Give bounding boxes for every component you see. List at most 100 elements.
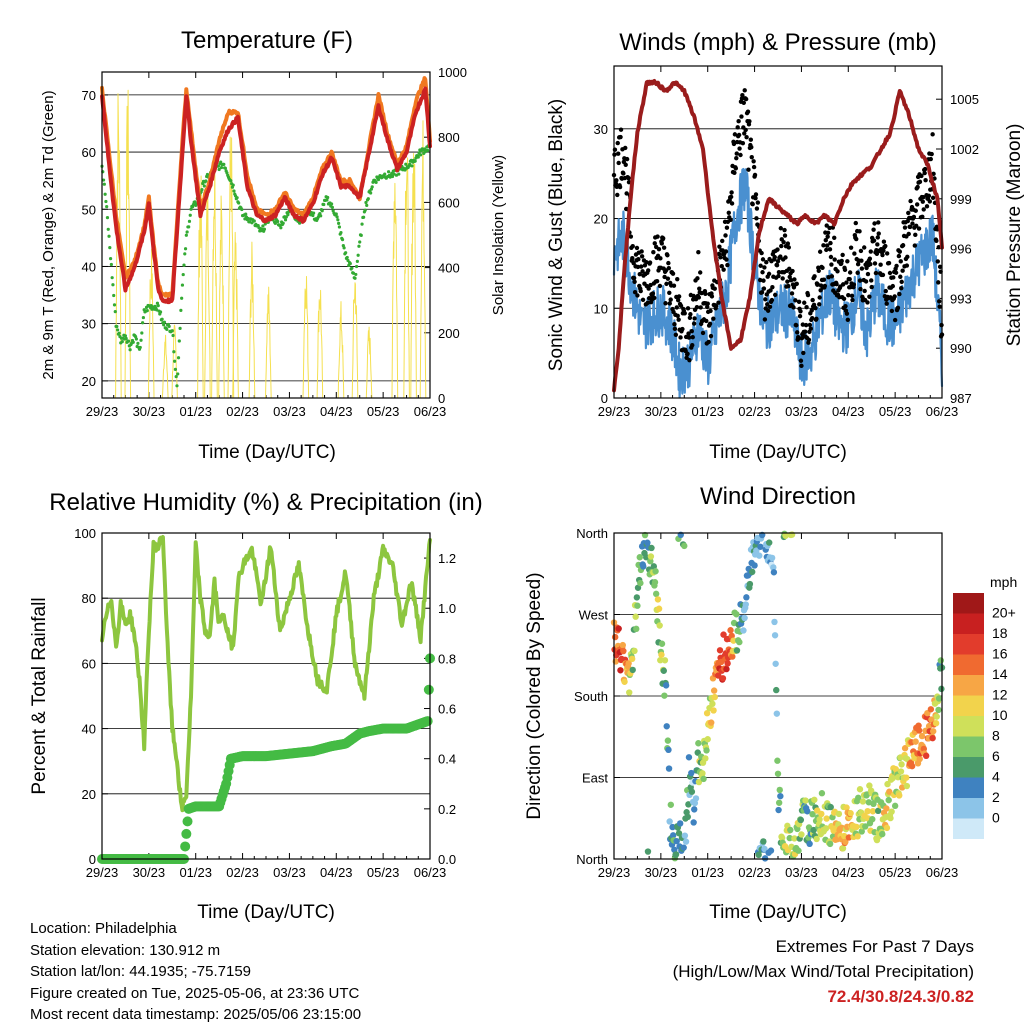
colorbar-swatch: [953, 654, 984, 675]
gust-point: [845, 317, 851, 323]
direction-point: [634, 602, 641, 609]
gust-point: [751, 164, 757, 170]
direction-point: [643, 554, 650, 561]
dewpoint-point: [364, 200, 368, 205]
gust-point: [769, 297, 775, 303]
colorbar-swatch: [953, 777, 984, 798]
direction-point: [858, 828, 865, 835]
direction-point: [661, 692, 668, 699]
direction-point: [916, 755, 923, 763]
direction-point: [896, 792, 903, 799]
gust-point: [753, 192, 759, 197]
dewpoint-point: [416, 155, 420, 159]
direction-title: Wind Direction: [700, 483, 856, 510]
gust-point: [927, 199, 933, 204]
direction-point: [675, 830, 683, 837]
gust-point: [746, 167, 751, 172]
gust-point: [803, 322, 809, 328]
dewpoint-point: [162, 320, 167, 324]
solar-series: [419, 120, 427, 399]
gust-point: [899, 285, 904, 291]
direction-point: [933, 713, 940, 720]
gust-point: [798, 358, 804, 363]
direction-point: [681, 832, 689, 839]
winds-ylabel-left: Sonic Wind & Gust (Blue, Black): [546, 99, 567, 371]
gust-point: [737, 146, 742, 151]
direction-point: [685, 754, 693, 761]
gust-point: [612, 147, 618, 152]
gust-point: [697, 286, 702, 291]
direction-point: [702, 755, 709, 762]
dewpoint-point: [263, 222, 267, 226]
gust-point: [844, 280, 849, 285]
x-tick-label: 04/23: [832, 404, 865, 419]
gust-point: [899, 279, 904, 285]
dewpoint-point: [354, 264, 359, 269]
direction-point: [810, 826, 817, 834]
gust-point: [881, 248, 886, 253]
gust-point: [900, 243, 906, 248]
gust-point: [652, 241, 657, 246]
direction-point: [915, 722, 922, 729]
solar-series: [302, 276, 310, 399]
gust-point: [624, 156, 630, 162]
direction-point: [777, 792, 784, 800]
extremes-box: Extremes For Past 7 Days (High/Low/Max W…: [673, 934, 974, 1009]
colorbar-label: 14: [992, 666, 1008, 682]
gust-point: [802, 329, 808, 334]
gust-point: [782, 233, 788, 238]
dewpoint-point: [359, 233, 363, 237]
direction-point: [680, 844, 687, 851]
y-tick-label: 70: [82, 88, 96, 103]
y2-tick-label: 800: [438, 130, 460, 145]
x-tick-label: 02/23: [226, 404, 259, 419]
gust-point: [806, 337, 812, 342]
gust-point: [807, 322, 813, 328]
dewpoint-point: [284, 215, 288, 219]
gust-point: [678, 335, 683, 340]
direction-point: [908, 762, 916, 770]
rh-series: [100, 535, 432, 813]
gust-point: [754, 216, 759, 221]
gust-point: [847, 270, 853, 275]
dewpoint-point: [281, 221, 285, 225]
gust-point: [615, 140, 620, 146]
gust-point: [890, 283, 895, 289]
dewpoint-point: [262, 227, 267, 231]
dewpoint-point: [219, 165, 224, 170]
dewpoint-point: [235, 196, 239, 200]
t2m-series: [100, 86, 432, 305]
dewpoint-point: [109, 262, 113, 267]
gust-point: [853, 220, 858, 226]
dewpoint-point: [335, 215, 339, 219]
temperature-plot: 29/23 30/23 01/23 02/23 03/23 04/23 05/23 06/23…: [82, 65, 467, 419]
gust-point: [920, 214, 925, 219]
x-tick-label: 30/23: [133, 404, 166, 419]
dewpoint-point: [225, 171, 229, 175]
direction-point: [700, 775, 707, 783]
gust-point: [632, 290, 638, 295]
y2-tick-label: 1.2: [438, 551, 456, 566]
direction-point: [711, 693, 718, 701]
gust-point: [690, 342, 695, 348]
direction-point: [640, 563, 647, 570]
gust-point: [626, 175, 631, 181]
y2-tick-label: 993: [950, 291, 972, 306]
gust-point: [747, 119, 752, 124]
dewpoint-point: [106, 227, 110, 231]
direction-point: [870, 800, 877, 808]
direction-point: [822, 825, 830, 832]
y-tick-label: South: [574, 689, 608, 704]
dewpoint-point: [330, 202, 334, 206]
direction-point: [743, 594, 750, 601]
gust-point: [704, 318, 709, 324]
direction-point: [673, 837, 680, 845]
dewpoint-point: [136, 341, 140, 345]
humidity-plot: 29/23 30/23 01/23 02/23 03/23 04/23 05/23 06/23…: [74, 526, 456, 880]
gust-point: [814, 316, 819, 322]
direction-point: [661, 657, 669, 664]
dewpoint-point: [141, 321, 145, 325]
direction-point: [665, 765, 673, 772]
gust-point: [825, 234, 830, 239]
